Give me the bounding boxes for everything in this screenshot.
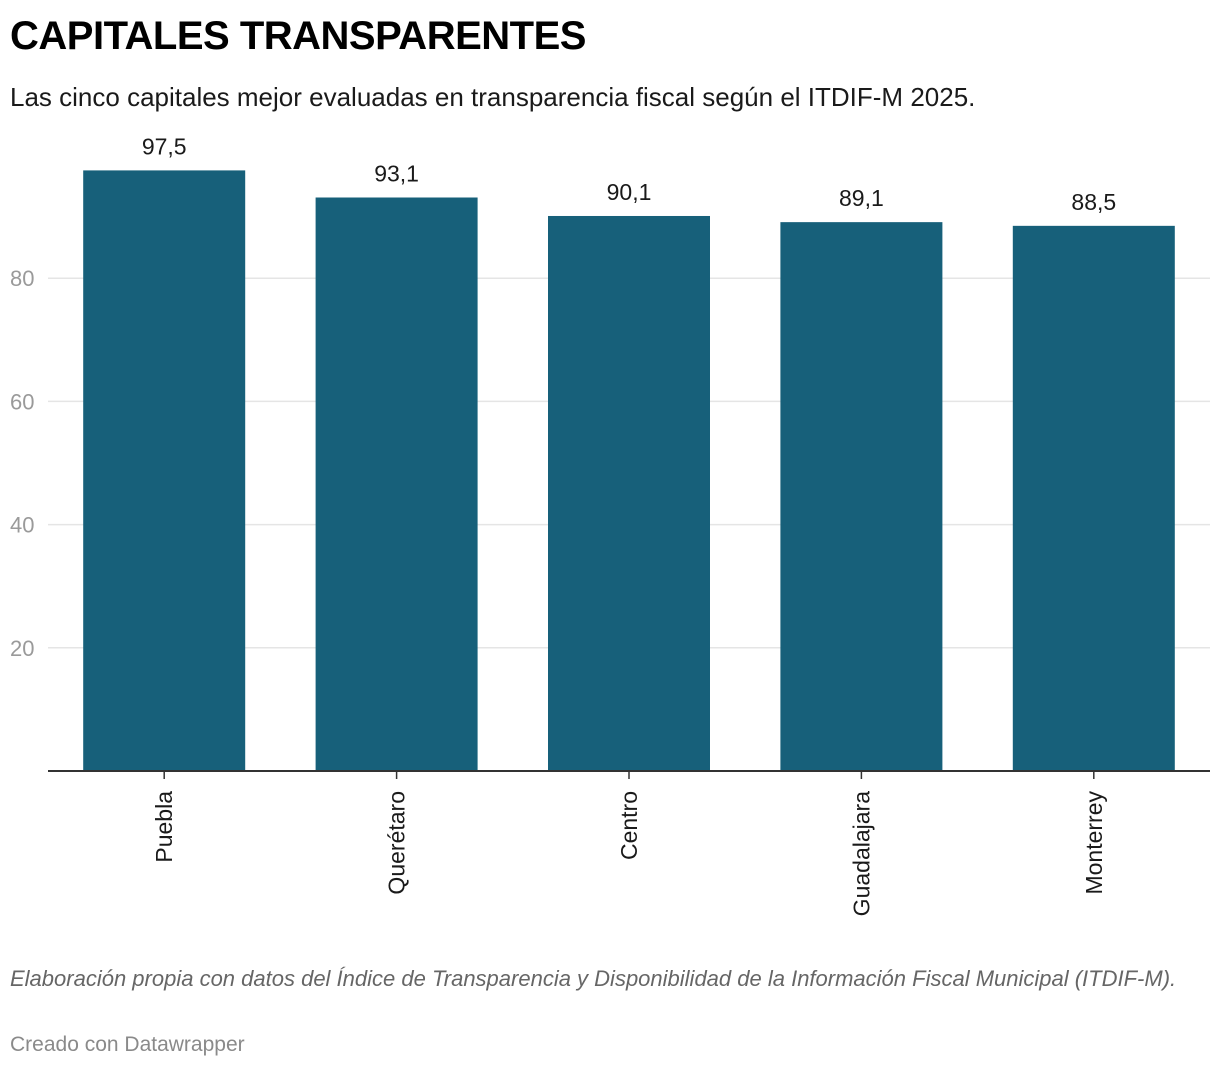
x-axis: Puebla Querétaro Centro Guadalajara Monterre…: [48, 770, 1210, 917]
bar: [83, 170, 246, 771]
bars: 97,5 93,1 90,1 89,1 88,5: [83, 133, 1175, 772]
y-tick-label: 80: [10, 266, 34, 291]
chart-notes: Elaboración propia con datos del Índice …: [10, 966, 1177, 991]
chart-title: CAPITALES TRANSPARENTES: [10, 14, 586, 58]
category-label: Querétaro: [384, 791, 410, 895]
y-tick-label: 60: [10, 389, 34, 414]
datawrapper-credit: Creado con Datawrapper: [10, 1033, 245, 1056]
bar: [1012, 225, 1175, 772]
y-tick-label: 40: [10, 513, 34, 538]
value-label: 90,1: [607, 179, 652, 205]
value-label: 93,1: [374, 161, 419, 187]
bar: [780, 222, 943, 772]
bar: [548, 215, 710, 771]
category-label: Monterrey: [1081, 791, 1107, 895]
value-label: 97,5: [142, 133, 187, 159]
y-tick-label: 20: [10, 636, 34, 661]
category-label: Puebla: [151, 791, 177, 863]
value-label: 88,5: [1071, 189, 1116, 215]
value-label: 89,1: [839, 185, 884, 211]
chart-subtitle: Las cinco capitales mejor evaluadas en t…: [10, 82, 976, 112]
bar: [315, 197, 478, 771]
bar-chart: 20 40 60 80 97,5 93,1 90,1 89,1 88,5 Puebla Quer…: [10, 133, 1210, 917]
category-label: Guadalajara: [848, 791, 874, 917]
category-label: Centro: [616, 791, 642, 860]
